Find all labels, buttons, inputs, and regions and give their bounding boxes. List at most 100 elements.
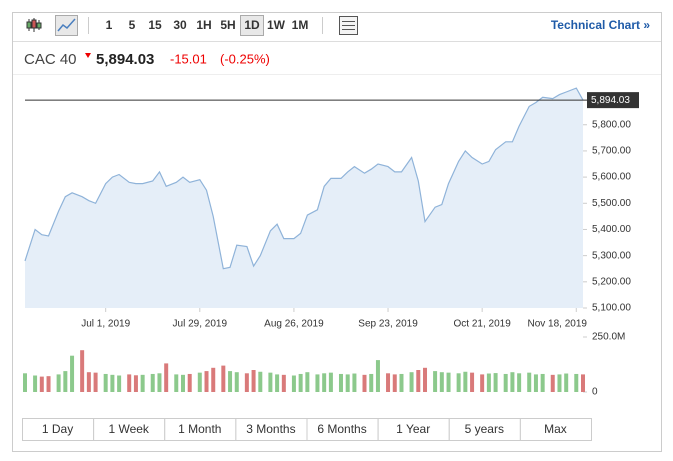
- volume-bar: [244, 373, 249, 392]
- interval-button[interactable]: 5H: [220, 18, 235, 32]
- volume-bar: [328, 372, 333, 392]
- interval-button[interactable]: 1: [106, 18, 113, 32]
- volume-bar: [456, 373, 461, 392]
- interval-button[interactable]: 1H: [196, 18, 211, 32]
- volume-bar: [204, 371, 209, 392]
- volume-bar: [93, 372, 98, 392]
- volume-bar: [46, 376, 51, 392]
- interval-button[interactable]: 30: [173, 18, 187, 32]
- quote-change: -15.01: [170, 51, 207, 66]
- volume-bar: [258, 371, 263, 392]
- volume-bar: [275, 374, 280, 392]
- last-price-box: [587, 92, 639, 109]
- volume-bar: [228, 371, 233, 392]
- volume-bar: [533, 374, 538, 392]
- technical-chart-link[interactable]: Technical Chart »: [551, 18, 650, 32]
- interval-button[interactable]: 1M: [292, 18, 309, 32]
- y-tick-label: 5,400.00: [592, 224, 631, 235]
- volume-bar: [56, 374, 61, 392]
- range-label[interactable]: 1 Year: [396, 422, 430, 436]
- volume-bar: [352, 373, 357, 392]
- volume-bar: [550, 374, 555, 392]
- interval-selected: [240, 15, 264, 36]
- table-icon[interactable]: [339, 16, 358, 35]
- volume-bar: [322, 373, 327, 392]
- volume-bar: [268, 372, 273, 392]
- range-label[interactable]: 5 years: [465, 422, 504, 436]
- y-tick-label: 5,100.00: [592, 303, 631, 314]
- volume-bar: [33, 375, 38, 392]
- range-label[interactable]: Max: [544, 422, 567, 436]
- interval-button[interactable]: 1D: [244, 18, 260, 32]
- range-label[interactable]: 3 Months: [246, 422, 295, 436]
- y-tick-label: 5,700.00: [592, 146, 631, 157]
- volume-bar: [470, 372, 475, 392]
- volume-bar: [439, 372, 444, 392]
- volume-bar: [463, 371, 468, 392]
- volume-bar: [80, 350, 85, 392]
- range-label[interactable]: 1 Week: [108, 422, 149, 436]
- volume-bar: [63, 371, 68, 392]
- volume-bar: [133, 375, 138, 392]
- x-tick-label: Oct 21, 2019: [454, 319, 512, 330]
- volume-bar: [298, 373, 303, 392]
- volume-bar: [433, 371, 438, 392]
- volume-bar: [140, 374, 145, 392]
- volume-bar: [315, 374, 320, 392]
- x-tick-label: Aug 26, 2019: [264, 319, 324, 330]
- y-tick-label: 5,800.00: [592, 119, 631, 130]
- volume-bar: [117, 375, 122, 392]
- volume-bar: [557, 374, 562, 392]
- volume-bar: [574, 373, 579, 392]
- volume-bar: [39, 376, 44, 392]
- volume-bar: [338, 373, 343, 392]
- line-icon[interactable]: [55, 15, 78, 36]
- volume-bar: [174, 374, 179, 392]
- volume-bar: [399, 373, 404, 392]
- interval-button[interactable]: 5: [129, 18, 136, 32]
- volume-bar: [211, 367, 216, 392]
- volume-bar: [369, 373, 374, 392]
- y-tick-label: 5,600.00: [592, 172, 631, 183]
- volume-bar: [480, 374, 485, 392]
- candle-icon[interactable]: [26, 18, 42, 32]
- volume-bar: [291, 375, 296, 392]
- volume-bar: [187, 373, 192, 392]
- volume-bar: [510, 372, 515, 392]
- volume-bar: [362, 374, 367, 392]
- y-tick-label: 5,500.00: [592, 198, 631, 209]
- y-tick-label: 5,300.00: [592, 250, 631, 261]
- volume-bar: [70, 355, 75, 392]
- volume-bar: [281, 374, 286, 392]
- volume-bar: [23, 373, 27, 392]
- volume-bar: [345, 374, 350, 392]
- volume-bar: [409, 372, 414, 392]
- volume-bar: [416, 370, 421, 392]
- volume-tick-label: 0: [592, 387, 598, 398]
- volume-bar: [150, 373, 155, 392]
- range-label[interactable]: 1 Month: [178, 422, 221, 436]
- quote-name: CAC 40: [24, 51, 77, 68]
- range-button[interactable]: [519, 418, 592, 441]
- interval-button[interactable]: 1W: [267, 18, 286, 32]
- volume-bar: [527, 372, 532, 392]
- interval-button[interactable]: 15: [148, 18, 162, 32]
- range-label[interactable]: 1 Day: [42, 422, 73, 436]
- volume-bar: [164, 363, 169, 392]
- volume-bar: [305, 372, 310, 392]
- volume-bar: [180, 374, 185, 392]
- volume-tick-label: 250.0M: [592, 332, 625, 343]
- volume-bar: [86, 372, 91, 392]
- volume-bar: [157, 373, 162, 392]
- volume-bar: [564, 373, 569, 392]
- x-tick-label: Nov 18, 2019: [528, 319, 588, 330]
- volume-bar: [486, 373, 491, 392]
- price-area: [25, 88, 583, 308]
- volume-bar: [517, 373, 522, 392]
- price-line: [24, 87, 584, 270]
- volume-bar: [540, 373, 545, 392]
- volume-bar: [493, 373, 498, 392]
- volume-bar: [221, 365, 226, 392]
- range-label[interactable]: 6 Months: [317, 422, 366, 436]
